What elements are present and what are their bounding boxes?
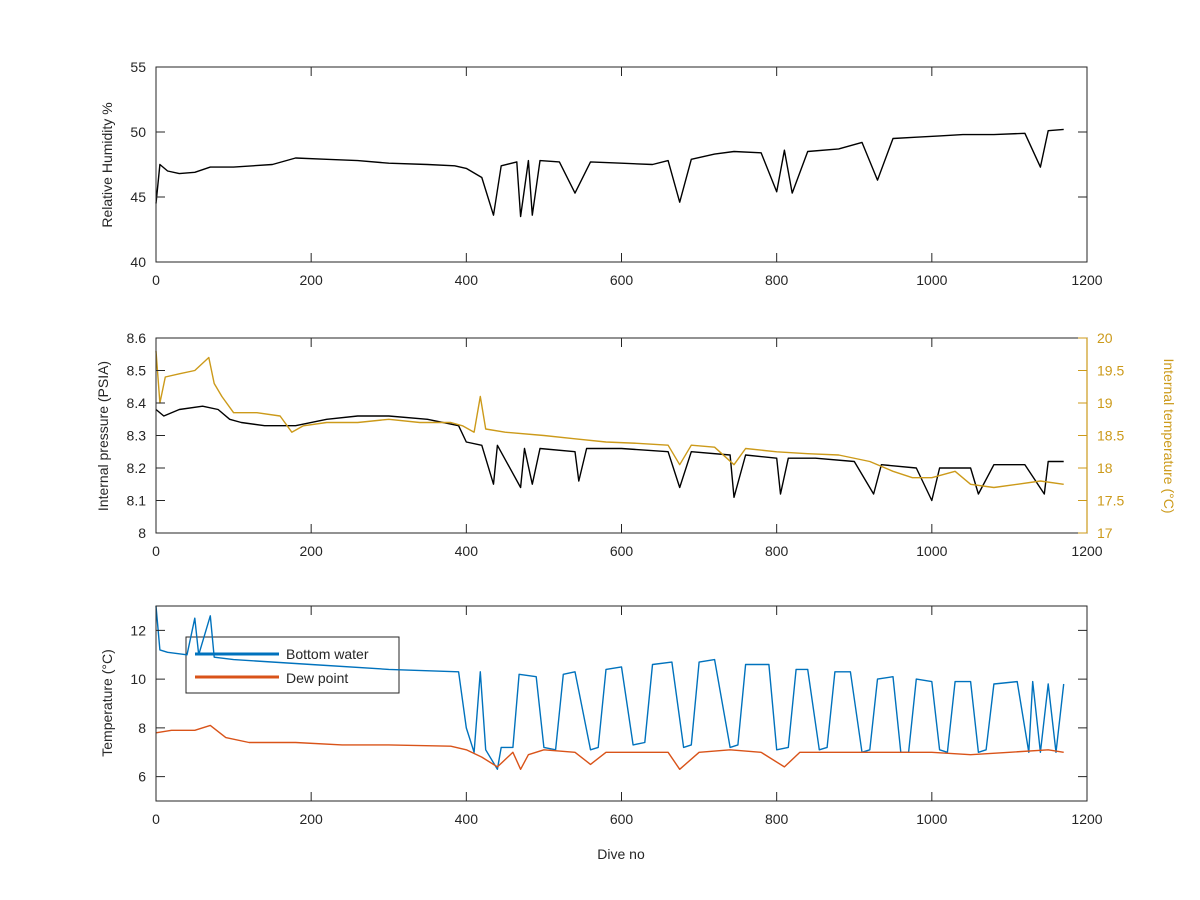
legend: Bottom water Dew point — [185, 636, 400, 694]
y-tick-label-right: 18.5 — [1097, 428, 1124, 444]
y-tick-label-right: 19.5 — [1097, 363, 1124, 379]
dive-no-xlabel: Dive no — [597, 846, 645, 862]
humidity-ylabel: Relative Humidity % — [99, 102, 115, 227]
y-tick-label: 12 — [130, 622, 146, 638]
y-tick-label: 45 — [130, 189, 146, 205]
y-tick-label: 50 — [130, 124, 146, 140]
x-tick-label: 200 — [299, 811, 323, 827]
legend-label-dew-point: Dew point — [286, 670, 348, 686]
x-tick-label: 400 — [455, 811, 479, 827]
y-tick-label: 8 — [138, 720, 146, 736]
pressure-temperature-panel: Internal pressure (PSIA) Internal temper… — [95, 330, 1177, 559]
y-tick-label-right: 17.5 — [1097, 493, 1124, 509]
temperature-ylabel: Temperature (°C) — [99, 649, 115, 757]
x-tick-label: 0 — [152, 811, 160, 827]
x-tick-label: 600 — [610, 543, 634, 559]
temperature-panel: Temperature (°C) Dive no Bottom water De… — [99, 605, 1103, 862]
y-tick-label: 8.6 — [127, 330, 147, 346]
series-line-dew-point — [155, 724, 1064, 770]
x-tick-label: 1000 — [916, 543, 947, 559]
x-tick-label: 1000 — [916, 811, 947, 827]
y-tick-label: 6 — [138, 769, 146, 785]
x-tick-label: 1200 — [1071, 272, 1102, 288]
internal-temperature-ylabel: Internal temperature (°C) — [1161, 359, 1177, 514]
legend-box — [185, 636, 400, 694]
x-tick-label: 600 — [610, 272, 634, 288]
humidity-panel: Relative Humidity % 0 200 400 600 800 1000 120… — [99, 59, 1103, 288]
x-tick-label: 1000 — [916, 272, 947, 288]
x-tick-label: 200 — [299, 543, 323, 559]
y-tick-label: 8.5 — [127, 363, 147, 379]
y-tick-label: 40 — [130, 254, 146, 270]
y-tick-label: 8.2 — [127, 460, 147, 476]
y-tick-label-right: 20 — [1097, 330, 1113, 346]
y-tick-label-right: 19 — [1097, 395, 1113, 411]
y-tick-label: 8.4 — [127, 395, 147, 411]
y-tick-label: 8.3 — [127, 428, 147, 444]
y-tick-label-right: 17 — [1097, 525, 1113, 541]
x-tick-label: 0 — [152, 272, 160, 288]
series-line-bottom-water — [155, 605, 1065, 770]
x-tick-label: 600 — [610, 811, 634, 827]
series-line-internal-temperature — [155, 350, 1064, 489]
x-tick-label: 1200 — [1071, 811, 1102, 827]
x-tick-label: 800 — [765, 272, 789, 288]
x-tick-label: 400 — [455, 272, 479, 288]
series-line-pressure — [155, 405, 1064, 502]
x-tick-label: 1200 — [1071, 543, 1102, 559]
x-tick-label: 800 — [765, 543, 789, 559]
x-tick-label: 400 — [455, 543, 479, 559]
x-tick-label: 0 — [152, 543, 160, 559]
x-tick-label: 200 — [299, 272, 323, 288]
legend-label-bottom-water: Bottom water — [286, 646, 369, 662]
y-tick-label-right: 18 — [1097, 460, 1113, 476]
y-tick-label: 8.1 — [127, 493, 147, 509]
y-tick-label: 10 — [130, 671, 146, 687]
pressure-ylabel: Internal pressure (PSIA) — [95, 361, 111, 511]
x-tick-label: 800 — [765, 811, 789, 827]
y-tick-label: 8 — [138, 525, 146, 541]
y-tick-label: 55 — [130, 59, 146, 75]
series-line-humidity — [155, 128, 1064, 218]
